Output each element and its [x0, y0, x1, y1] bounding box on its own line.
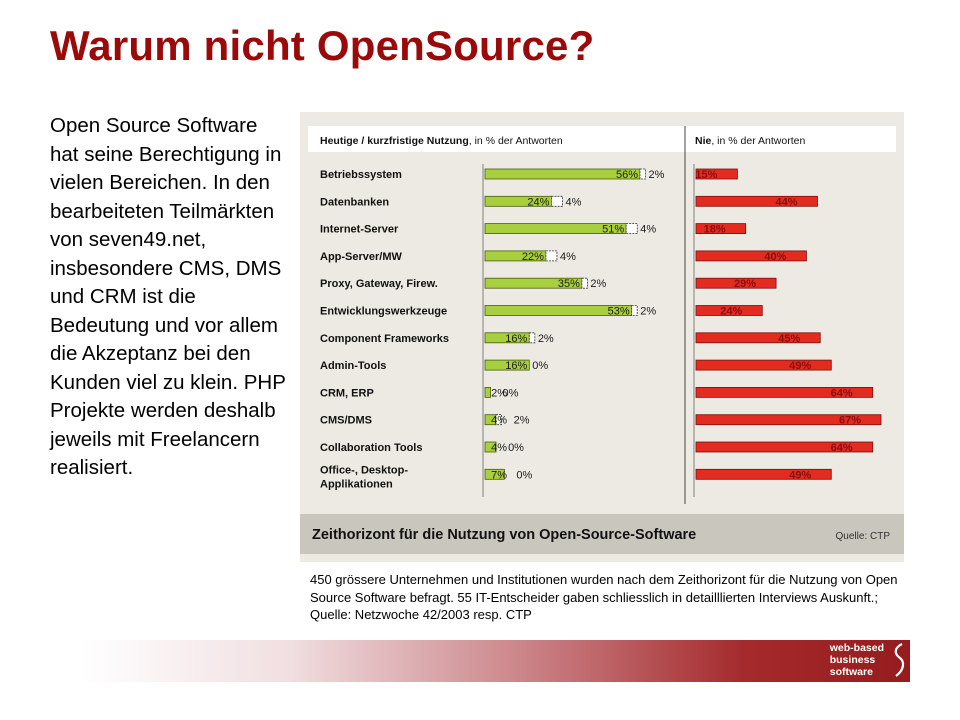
bar-short-term: [639, 168, 646, 180]
bar-never: [695, 250, 807, 262]
label-short-term: 2%: [514, 415, 530, 427]
bar-now: [484, 441, 497, 453]
bar-now: [484, 332, 530, 344]
label-now: 22%: [522, 251, 544, 263]
label-short-term: 4%: [560, 251, 576, 263]
left-panel-header: Heutige / kurzfristige Nutzung, in % der…: [320, 135, 563, 147]
right-header-bold: Nie: [695, 135, 712, 147]
bar-short-term: [631, 305, 638, 316]
chart-caption: 450 grössere Unternehmen und Institution…: [310, 572, 898, 622]
right-header-rest: , in % der Antworten: [711, 135, 805, 147]
label-short-term: 4%: [566, 196, 582, 208]
label-short-term: 0%: [503, 387, 519, 399]
bar-never: [695, 441, 874, 453]
bar-short-term: [528, 332, 536, 344]
brand-line-2: business: [829, 654, 876, 666]
slide-title: Warum nicht OpenSource?: [50, 22, 595, 69]
label-now: 2%: [491, 387, 507, 399]
bar-never: [695, 277, 777, 289]
label-short-term: 0%: [516, 469, 532, 481]
category-label: Collaboration Tools: [320, 442, 422, 454]
bar-short-term: [581, 277, 588, 289]
label-never: 45%: [778, 333, 800, 345]
brand-line-3: software: [829, 666, 873, 678]
label-now: 53%: [608, 306, 630, 318]
bar-short-term: [625, 223, 638, 234]
brand-line-1: web-based: [829, 642, 884, 654]
header-band: [308, 126, 896, 152]
bar-never: [695, 414, 882, 426]
left-header-bold: Heutige / kurzfristige Nutzung: [320, 135, 469, 147]
bar-never: [695, 386, 874, 398]
chart-image: Heutige / kurzfristige Nutzung, in % der…: [300, 112, 904, 562]
label-never: 29%: [734, 278, 756, 290]
label-never: 49%: [789, 469, 811, 481]
label-short-term: 2%: [649, 169, 665, 181]
bar-now: [484, 386, 491, 398]
category-label: CMS/DMS: [320, 415, 372, 427]
label-never: 40%: [764, 251, 786, 263]
left-header-rest: , in % der Antworten: [469, 135, 563, 147]
label-short-term: 2%: [640, 306, 656, 318]
bar-never: [695, 468, 832, 480]
bar-now: [484, 305, 633, 316]
bar-never: [695, 359, 832, 371]
label-never: 64%: [831, 442, 853, 454]
brand-swirl-icon: [894, 643, 905, 677]
category-label: Datenbanken: [320, 196, 389, 208]
bar-now: [484, 468, 505, 480]
label-never: 18%: [704, 224, 726, 236]
label-now: 56%: [616, 169, 638, 181]
bar-short-term: [551, 195, 563, 207]
label-never: 64%: [831, 387, 853, 399]
label-never: 67%: [839, 415, 861, 427]
label-never: 49%: [789, 360, 811, 372]
label-short-term: 2%: [538, 333, 554, 345]
chart-title-bar: [300, 514, 904, 554]
category-label: Proxy, Gateway, Firew.: [320, 278, 438, 290]
category-label: CRM, ERP: [320, 387, 374, 399]
label-now: 16%: [505, 360, 527, 372]
category-label: Office-, Desktop-: [320, 464, 408, 476]
bar-now: [484, 359, 530, 371]
bar-never: [695, 168, 738, 180]
right-panel-header: Nie, in % der Antworten: [695, 135, 805, 147]
category-label: Betriebssystem: [320, 169, 402, 181]
label-short-term: 2%: [590, 278, 606, 290]
bar-short-term: [495, 414, 503, 426]
category-label: Component Frameworks: [320, 333, 449, 345]
label-now: 4%: [491, 415, 507, 427]
category-label: Entwicklungswerkzeuge: [320, 306, 447, 318]
category-label-line2: Applikationen: [320, 478, 393, 490]
chart-source: Quelle: CTP: [836, 531, 891, 542]
label-short-term: 4%: [640, 224, 656, 236]
category-label: Internet-Server: [320, 224, 399, 236]
body-text: Open Source Software hat seine Berechtig…: [50, 114, 286, 479]
chart-title: Zeithorizont für die Nutzung von Open-So…: [312, 527, 696, 543]
bar-short-term: [545, 250, 558, 262]
label-now: 35%: [558, 278, 580, 290]
brand-logo: web-based business software: [830, 642, 884, 678]
label-now: 16%: [505, 333, 527, 345]
label-now: 51%: [602, 224, 624, 236]
category-label: App-Server/MW: [320, 251, 403, 263]
footer-bar: web-based business software: [80, 640, 910, 682]
label-now: 7%: [491, 469, 507, 481]
label-never: 15%: [695, 169, 717, 181]
label-never: 24%: [720, 306, 742, 318]
label-short-term: 0%: [532, 360, 548, 372]
bar-never: [695, 223, 747, 234]
bar-never: [695, 332, 821, 344]
label-now: 4%: [491, 442, 507, 454]
bar-never: [695, 305, 763, 316]
label-never: 44%: [775, 196, 797, 208]
label-now: 24%: [527, 196, 549, 208]
label-short-term: 0%: [508, 442, 524, 454]
category-label: Admin-Tools: [320, 360, 386, 372]
oss-usage-chart: Heutige / kurzfristige Nutzung, in % der…: [300, 112, 904, 562]
bar-never: [695, 195, 818, 207]
